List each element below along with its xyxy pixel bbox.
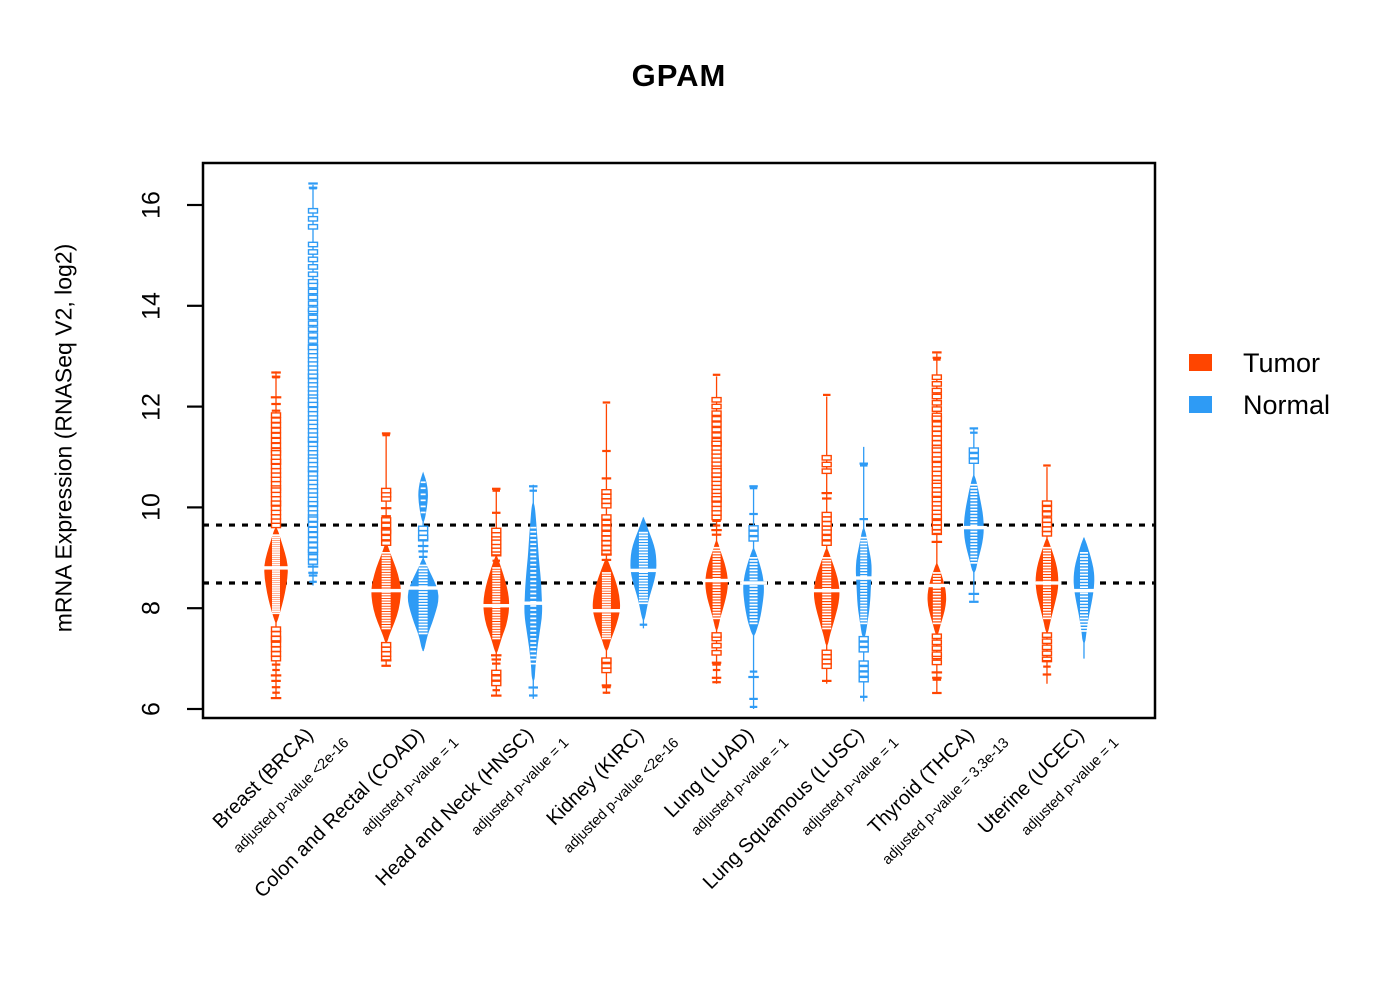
y-tick-label-6: 6 [137, 702, 166, 716]
y-tick-label-16: 16 [137, 191, 166, 219]
bean-COAD-normal [404, 471, 442, 652]
bean-COAD-tumor [368, 432, 405, 667]
bean-THCA-normal [960, 427, 987, 603]
legend-normal-label: Normal [1243, 390, 1331, 420]
bean-LUSC-tumor [810, 393, 843, 684]
bean-KIRC-tumor [589, 401, 624, 694]
y-tick-label-10: 10 [137, 493, 166, 522]
bean-UCEC-tumor [1032, 464, 1062, 684]
legend-normal-swatch [1189, 396, 1212, 413]
bean-HNSC-normal [521, 484, 546, 699]
y-axis-ticks [187, 203, 203, 711]
chart-title: GPAM [631, 58, 727, 93]
bean-HNSC-tumor [480, 487, 513, 697]
y-tick-label-12: 12 [137, 392, 166, 421]
bean-KIRC-normal [627, 517, 660, 629]
y-tick-label-8: 8 [137, 601, 166, 616]
bean-BRCA-normal [307, 182, 319, 586]
bean-THCA-tumor [924, 351, 950, 695]
bean-LUSC-normal [852, 446, 875, 702]
y-axis-title: mRNA Expression (RNASeq V2, log2) [50, 243, 77, 633]
legend-tumor-label: Tumor [1243, 348, 1321, 378]
bean-LUAD-tumor [702, 373, 732, 684]
y-tick-label-14: 14 [137, 291, 166, 320]
bean-LUAD-normal [740, 485, 768, 709]
bean-BRCA-tumor [261, 371, 291, 700]
bean-UCEC-normal [1070, 537, 1098, 659]
legend-tumor-swatch [1189, 354, 1212, 371]
plot-box [201, 161, 1157, 720]
